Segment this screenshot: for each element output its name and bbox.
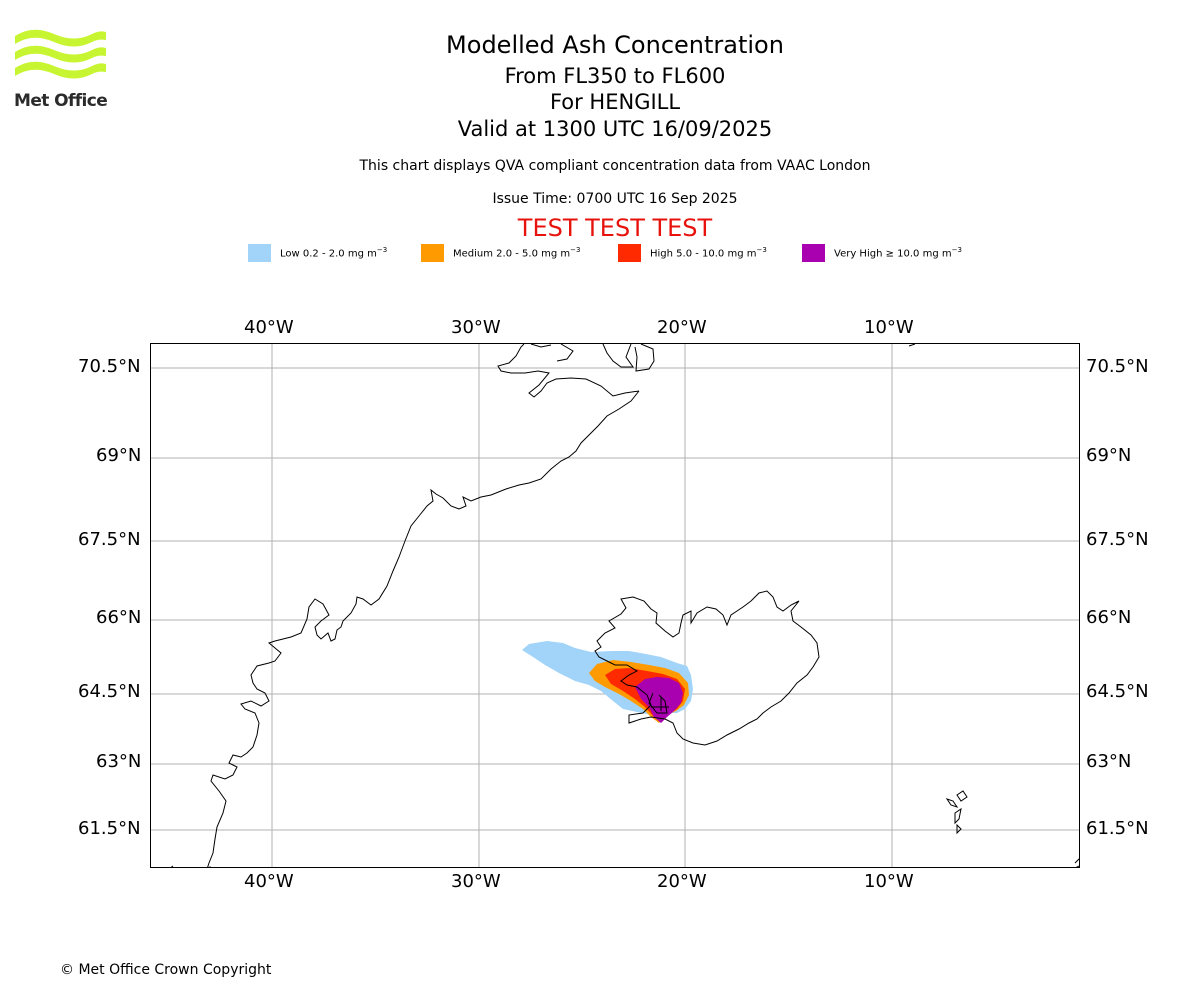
lat-label-right-66n: 66°N bbox=[1086, 607, 1132, 628]
ash-concentration-map[interactable] bbox=[150, 343, 1080, 868]
lat-label-left-66n: 66°N bbox=[96, 607, 142, 628]
legend-swatch-very-high bbox=[802, 244, 825, 262]
lat-label-left-70-5n: 70.5°N bbox=[78, 356, 141, 377]
lat-label-left-67-5n: 67.5°N bbox=[78, 529, 141, 550]
map-canvas bbox=[151, 344, 1079, 867]
faroe-island-4 bbox=[956, 823, 962, 835]
iceland-coastline bbox=[594, 590, 820, 746]
coastlines bbox=[170, 344, 1079, 867]
greenland-fjord-north-2 bbox=[634, 344, 655, 372]
ash-plume bbox=[522, 641, 693, 723]
chart-description: This chart displays QVA compliant concen… bbox=[359, 158, 871, 174]
lon-label-bottom-20w: 20°W bbox=[657, 871, 707, 892]
lat-label-left-63n: 63°N bbox=[96, 751, 142, 772]
lon-label-bottom-30w: 30°W bbox=[451, 871, 501, 892]
legend-swatch-medium bbox=[421, 244, 444, 262]
lon-label-top-20w: 20°W bbox=[657, 317, 707, 338]
lat-label-right-63n: 63°N bbox=[1086, 751, 1132, 772]
greenland-coastline bbox=[207, 344, 640, 867]
lat-label-left-69n: 69°N bbox=[96, 445, 142, 466]
lon-label-top-30w: 30°W bbox=[451, 317, 501, 338]
ash-area-very-high bbox=[635, 677, 683, 723]
lon-label-bottom-40w: 40°W bbox=[244, 871, 294, 892]
volcano-vent-marker bbox=[648, 692, 669, 714]
legend-swatch-low bbox=[248, 244, 271, 262]
legend-label-low: Low 0.2 - 2.0 mg m−3 bbox=[280, 246, 388, 260]
lat-label-right-61-5n: 61.5°N bbox=[1086, 818, 1149, 839]
greenland-south-fragment bbox=[170, 865, 211, 867]
faroe-island-3 bbox=[954, 807, 962, 825]
volcano-name: For HENGILL bbox=[549, 90, 681, 114]
lat-label-left-64-5n: 64.5°N bbox=[78, 681, 141, 702]
lat-label-right-70-5n: 70.5°N bbox=[1086, 356, 1149, 377]
lat-label-right-64-5n: 64.5°N bbox=[1086, 681, 1149, 702]
legend-label-very-high: Very High ≥ 10.0 mg m−3 bbox=[834, 246, 962, 260]
test-banner: TEST TEST TEST bbox=[517, 214, 713, 242]
legend-label-medium: Medium 2.0 - 5.0 mg m−3 bbox=[453, 246, 581, 260]
lon-label-bottom-10w: 10°W bbox=[864, 871, 914, 892]
lon-label-top-40w: 40°W bbox=[244, 317, 294, 338]
flight-level-range: From FL350 to FL600 bbox=[504, 64, 726, 88]
greenland-fjord-north bbox=[602, 344, 634, 368]
legend-label-high: High 5.0 - 10.0 mg m−3 bbox=[650, 246, 767, 260]
issue-time: Issue Time: 0700 UTC 16 Sep 2025 bbox=[492, 191, 738, 207]
faroe-island-1 bbox=[945, 798, 959, 808]
lat-label-right-69n: 69°N bbox=[1086, 445, 1132, 466]
copyright-notice: © Met Office Crown Copyright bbox=[60, 962, 272, 978]
lat-label-left-61-5n: 61.5°N bbox=[78, 818, 141, 839]
valid-time: Valid at 1300 UTC 16/09/2025 bbox=[457, 117, 773, 141]
lon-label-top-10w: 10°W bbox=[864, 317, 914, 338]
greenland-coast-top-2 bbox=[556, 344, 574, 362]
greenland-coast-top bbox=[530, 344, 552, 348]
met-office-wordmark: Met Office bbox=[14, 91, 108, 111]
shetland-fragment bbox=[1074, 858, 1079, 867]
legend-swatch-high bbox=[618, 244, 641, 262]
map-gridlines bbox=[151, 344, 1079, 867]
jan-mayen bbox=[908, 344, 916, 347]
met-office-logo bbox=[14, 28, 108, 112]
chart-title: Modelled Ash Concentration bbox=[446, 31, 784, 59]
lat-label-right-67-5n: 67.5°N bbox=[1086, 529, 1149, 550]
met-office-waves-icon bbox=[15, 29, 106, 79]
faroe-island-2 bbox=[956, 790, 968, 802]
